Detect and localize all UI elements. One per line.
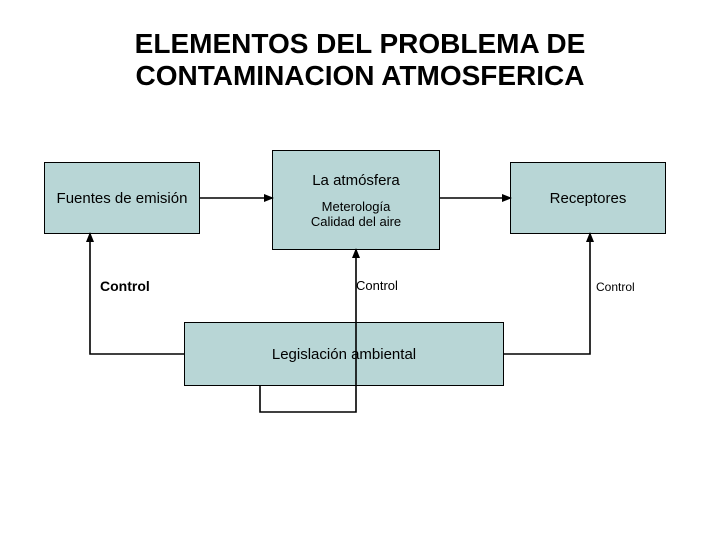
node-sub-2: Calidad del aire xyxy=(311,214,401,229)
node-title: La atmósfera xyxy=(312,172,400,189)
label-text: Control xyxy=(356,278,398,293)
node-label: Legislación ambiental xyxy=(272,346,416,363)
label-control-2: Control xyxy=(356,278,398,293)
label-text: Control xyxy=(100,278,150,294)
node-label: Receptores xyxy=(550,190,627,207)
label-text: Control xyxy=(596,280,635,294)
node-receptores: Receptores xyxy=(510,162,666,234)
title-line-1: ELEMENTOS DEL PROBLEMA DE xyxy=(135,28,586,59)
node-fuentes-emision: Fuentes de emisión xyxy=(44,162,200,234)
label-control-1: Control xyxy=(100,278,150,294)
node-atmosfera: La atmósfera Meterología Calidad del air… xyxy=(272,150,440,250)
edge xyxy=(90,234,184,354)
node-legislacion: Legislación ambiental xyxy=(184,322,504,386)
label-control-3: Control xyxy=(596,280,635,294)
page-title: ELEMENTOS DEL PROBLEMA DE CONTAMINACION … xyxy=(0,28,720,92)
node-label: Fuentes de emisión xyxy=(57,190,188,207)
node-sub-1: Meterología xyxy=(322,199,391,214)
edge xyxy=(504,234,590,354)
title-line-2: CONTAMINACION ATMOSFERICA xyxy=(136,60,585,91)
